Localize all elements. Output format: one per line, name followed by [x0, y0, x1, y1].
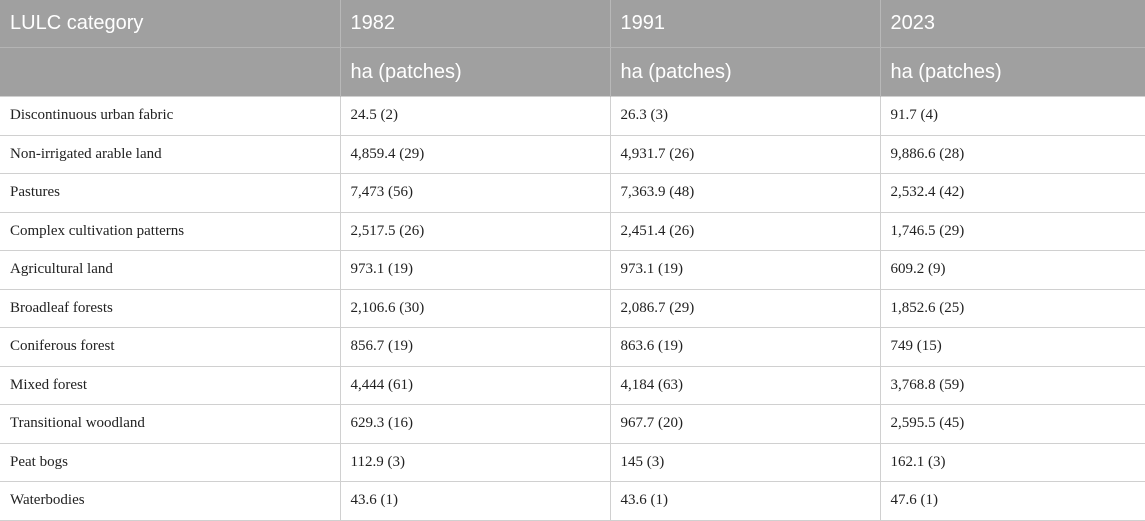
value-cell-1982: 7,473 (56) [339, 173, 610, 212]
header-unit-1991: ha (patches) [609, 47, 880, 97]
value-cell-1982: 43.6 (1) [339, 481, 610, 521]
table-row: Coniferous forest 856.7 (19) 863.6 (19) 749… [0, 327, 1145, 366]
category-cell: Agricultural land [0, 250, 340, 289]
value-cell-2023: 1,852.6 (25) [879, 288, 1145, 328]
value-cell-1982: 2,517.5 (26) [339, 211, 610, 251]
value-cell-1991: 2,086.7 (29) [609, 288, 880, 328]
header-category: LULC category [0, 0, 340, 48]
value-cell-1991: 2,451.4 (26) [609, 211, 880, 251]
value-cell-2023: 47.6 (1) [879, 481, 1145, 521]
category-cell: Broadleaf forests [0, 288, 340, 328]
table-row: Discontinuous urban fabric 24.5 (2) 26.3 (… [0, 96, 1145, 135]
header-year-2023: 2023 [879, 0, 1145, 48]
value-cell-1982: 973.1 (19) [339, 250, 610, 289]
value-cell-2023: 2,595.5 (45) [879, 404, 1145, 443]
table-row: Peat bogs 112.9 (3) 145 (3) 162.1 (3) [0, 442, 1145, 482]
value-cell-1982: 4,859.4 (29) [339, 134, 610, 174]
category-cell: Pastures [0, 173, 340, 212]
value-cell-2023: 609.2 (9) [879, 250, 1145, 289]
value-cell-1982: 4,444 (61) [339, 365, 610, 405]
value-cell-1982: 629.3 (16) [339, 404, 610, 443]
header-row-units: ha (patches) ha (patches) ha (patches) [0, 47, 1145, 97]
header-row-years: LULC category 1982 1991 2023 [0, 0, 1145, 48]
value-cell-1991: 973.1 (19) [609, 250, 880, 289]
value-cell-1991: 43.6 (1) [609, 481, 880, 521]
category-cell: Transitional woodland [0, 404, 340, 443]
table-row: Waterbodies 43.6 (1) 43.6 (1) 47.6 (1) [0, 481, 1145, 521]
table-row: Non-irrigated arable land 4,859.4 (29) 4,9… [0, 134, 1145, 174]
value-cell-1991: 4,184 (63) [609, 365, 880, 405]
value-cell-1982: 2,106.6 (30) [339, 288, 610, 328]
value-cell-2023: 91.7 (4) [879, 96, 1145, 135]
category-cell: Coniferous forest [0, 327, 340, 366]
header-year-1982: 1982 [339, 0, 610, 48]
value-cell-2023: 2,532.4 (42) [879, 173, 1145, 212]
value-cell-1982: 856.7 (19) [339, 327, 610, 366]
value-cell-2023: 9,886.6 (28) [879, 134, 1145, 174]
header-year-1991: 1991 [609, 0, 880, 48]
table-header: LULC category 1982 1991 2023 ha (patches… [0, 0, 1145, 97]
category-cell: Non-irrigated arable land [0, 134, 340, 174]
category-cell: Waterbodies [0, 481, 340, 521]
table-row: Agricultural land 973.1 (19) 973.1 (19) 609… [0, 250, 1145, 289]
value-cell-1982: 24.5 (2) [339, 96, 610, 135]
value-cell-2023: 749 (15) [879, 327, 1145, 366]
value-cell-2023: 1,746.5 (29) [879, 211, 1145, 251]
value-cell-2023: 3,768.8 (59) [879, 365, 1145, 405]
header-unit-1982: ha (patches) [339, 47, 610, 97]
category-cell: Mixed forest [0, 365, 340, 405]
category-cell: Complex cultivation patterns [0, 211, 340, 251]
value-cell-1991: 967.7 (20) [609, 404, 880, 443]
table-row: Pastures 7,473 (56) 7,363.9 (48) 2,532.4 (4… [0, 173, 1145, 212]
table-row: Broadleaf forests 2,106.6 (30) 2,086.7 (29… [0, 288, 1145, 328]
header-category-blank [0, 47, 340, 97]
category-cell: Discontinuous urban fabric [0, 96, 340, 135]
value-cell-1991: 863.6 (19) [609, 327, 880, 366]
value-cell-2023: 162.1 (3) [879, 442, 1145, 482]
value-cell-1991: 4,931.7 (26) [609, 134, 880, 174]
table-row: Transitional woodland 629.3 (16) 967.7 (20… [0, 404, 1145, 443]
value-cell-1991: 7,363.9 (48) [609, 173, 880, 212]
table-row: Complex cultivation patterns 2,517.5 (26)… [0, 211, 1145, 251]
table-body: Discontinuous urban fabric 24.5 (2) 26.3 (… [0, 96, 1145, 521]
value-cell-1991: 26.3 (3) [609, 96, 880, 135]
value-cell-1982: 112.9 (3) [339, 442, 610, 482]
category-cell: Peat bogs [0, 442, 340, 482]
value-cell-1991: 145 (3) [609, 442, 880, 482]
table-row: Mixed forest 4,444 (61) 4,184 (63) 3,768.8 … [0, 365, 1145, 405]
header-unit-2023: ha (patches) [879, 47, 1145, 97]
